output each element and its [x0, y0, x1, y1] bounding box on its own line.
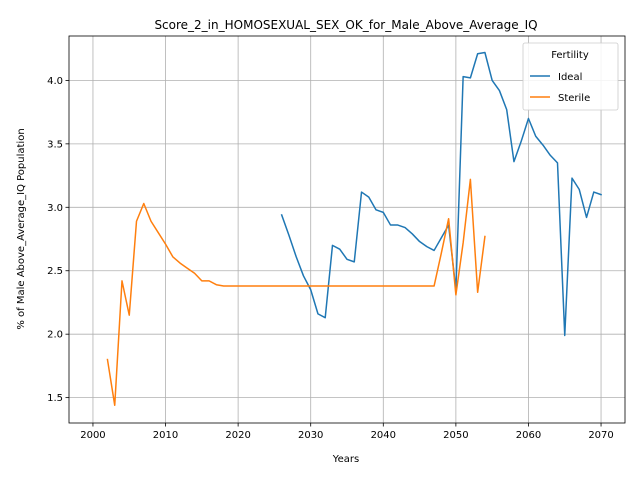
x-tick-label: 2040	[371, 430, 396, 441]
series-line-sterile	[106, 178, 486, 406]
y-axis-label: % of Male Above_Average_IQ Population	[16, 128, 27, 329]
legend: Fertility Ideal Sterile	[522, 42, 619, 111]
plot-frame	[68, 35, 626, 424]
y-tick-label: 2.5	[47, 266, 63, 277]
y-axis-ticks: 1.5 2.0 2.5 3.0 3.5 4.0	[47, 76, 69, 404]
legend-label-ideal: Ideal	[558, 72, 582, 83]
legend-label-sterile: Sterile	[558, 93, 590, 104]
series-line-ideal	[280, 51, 603, 337]
series-lines	[106, 51, 603, 406]
legend-title: Fertility	[551, 50, 589, 61]
y-tick-label: 3.5	[47, 139, 63, 150]
y-tick-label: 2.0	[47, 330, 63, 341]
y-tick-label: 4.0	[47, 76, 63, 87]
x-tick-label: 2070	[588, 430, 613, 441]
x-axis-label: Years	[332, 454, 359, 465]
x-tick-label: 2030	[298, 430, 323, 441]
x-tick-label: 2060	[516, 430, 541, 441]
x-tick-label: 2020	[225, 430, 250, 441]
chart-title: Score_2_in_HOMOSEXUAL_SEX_OK_for_Male_Ab…	[154, 18, 537, 32]
y-tick-label: 1.5	[47, 393, 63, 404]
x-tick-label: 2000	[80, 430, 105, 441]
x-tick-label: 2050	[443, 430, 468, 441]
legend-box	[522, 42, 619, 111]
y-tick-label: 3.0	[47, 203, 63, 214]
x-axis-ticks: 2000 2010 2020 2030 2040 2050 2060 2070	[80, 423, 614, 441]
x-tick-label: 2010	[153, 430, 178, 441]
